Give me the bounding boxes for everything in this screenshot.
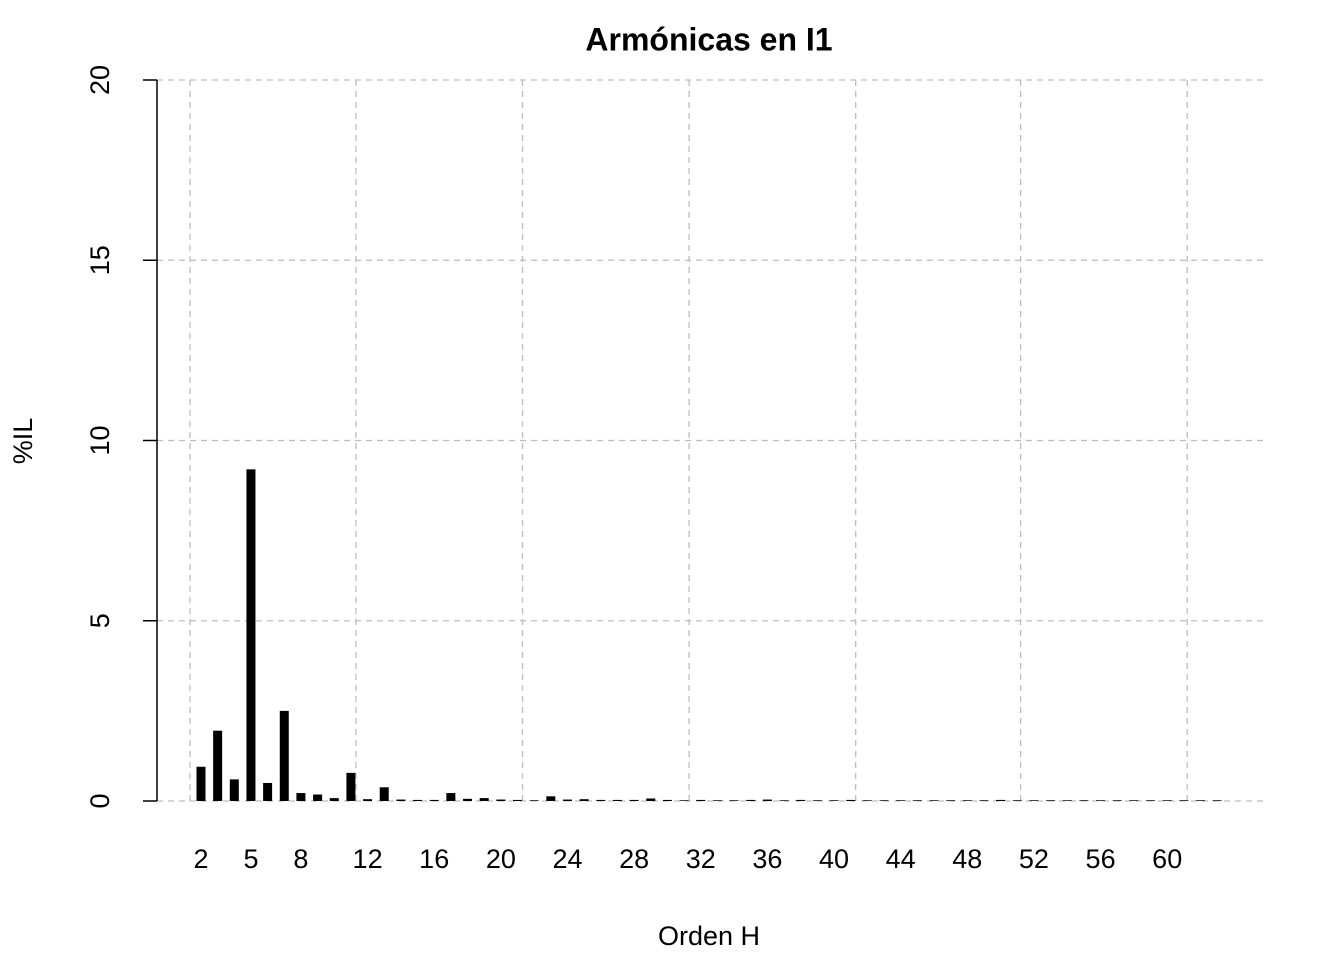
bar xyxy=(413,799,423,801)
bar xyxy=(696,799,706,801)
x-tick-label: 12 xyxy=(353,844,383,874)
bar xyxy=(662,799,672,801)
bar xyxy=(363,799,373,801)
x-tick-label: 32 xyxy=(686,844,716,874)
x-axis-label: Orden H xyxy=(658,921,760,951)
bar xyxy=(779,800,789,801)
bar xyxy=(712,800,722,801)
y-axis-label: %IL xyxy=(8,418,38,465)
bar xyxy=(912,800,922,801)
bar xyxy=(946,800,956,801)
bar xyxy=(762,799,772,801)
bar xyxy=(929,800,939,801)
bar xyxy=(1196,800,1206,801)
bar xyxy=(862,800,872,801)
x-tick-label: 16 xyxy=(419,844,449,874)
bar xyxy=(229,779,239,801)
bar xyxy=(1012,800,1022,801)
x-tick-label: 36 xyxy=(752,844,782,874)
bar xyxy=(1062,800,1072,801)
x-tick-label: 28 xyxy=(619,844,649,874)
bar xyxy=(213,730,223,801)
x-tick-label: 2 xyxy=(193,844,208,874)
bar xyxy=(829,800,839,801)
bar xyxy=(396,799,406,801)
x-tick-label: 40 xyxy=(819,844,849,874)
bar xyxy=(612,799,622,801)
x-tick-label: 24 xyxy=(552,844,582,874)
bar xyxy=(279,710,289,801)
bar xyxy=(463,798,473,801)
bar xyxy=(546,796,556,801)
bar xyxy=(1146,800,1156,801)
bar xyxy=(962,800,972,801)
x-tick-label: 8 xyxy=(293,844,308,874)
bar xyxy=(1129,800,1139,801)
x-tick-label: 48 xyxy=(952,844,982,874)
bar xyxy=(562,799,572,801)
bar xyxy=(896,800,906,801)
bar xyxy=(1112,800,1122,801)
bar xyxy=(1096,800,1106,801)
bar xyxy=(446,793,456,801)
bar xyxy=(496,799,506,801)
bar xyxy=(646,798,656,801)
y-tick-label: 5 xyxy=(85,613,115,628)
bar xyxy=(329,798,339,801)
y-tick-label: 10 xyxy=(85,425,115,455)
y-tick-label: 20 xyxy=(85,65,115,95)
bar xyxy=(296,793,306,801)
bar xyxy=(1212,800,1222,801)
y-tick-label: 15 xyxy=(85,245,115,275)
bar xyxy=(479,798,489,801)
x-tick-label: 44 xyxy=(886,844,916,874)
y-tick-label: 0 xyxy=(85,793,115,808)
bar xyxy=(1162,800,1172,801)
bar xyxy=(596,799,606,801)
bar xyxy=(1046,800,1056,801)
bar xyxy=(629,799,639,801)
bar xyxy=(529,800,539,801)
chart-title: Armónicas en I1 xyxy=(585,21,832,57)
bar xyxy=(679,800,689,801)
x-tick-label: 5 xyxy=(243,844,258,874)
bar xyxy=(796,799,806,801)
bar xyxy=(346,772,356,801)
x-tick-label: 52 xyxy=(1019,844,1049,874)
x-tick-label: 56 xyxy=(1086,844,1116,874)
bar xyxy=(1079,800,1089,801)
bar xyxy=(729,800,739,801)
bar xyxy=(846,799,856,801)
bar xyxy=(879,800,889,801)
bar xyxy=(996,799,1006,801)
bar xyxy=(246,469,256,801)
bar xyxy=(579,799,589,801)
bar xyxy=(812,800,822,801)
bar xyxy=(746,799,756,801)
bar xyxy=(1179,800,1189,801)
bar xyxy=(313,794,323,801)
bar xyxy=(263,782,273,801)
bar xyxy=(513,799,523,801)
bar xyxy=(429,799,439,801)
bar xyxy=(979,800,989,801)
bar xyxy=(379,787,389,801)
bar xyxy=(1029,800,1039,801)
x-tick-label: 20 xyxy=(486,844,516,874)
bar xyxy=(196,766,206,801)
x-tick-label: 60 xyxy=(1152,844,1182,874)
